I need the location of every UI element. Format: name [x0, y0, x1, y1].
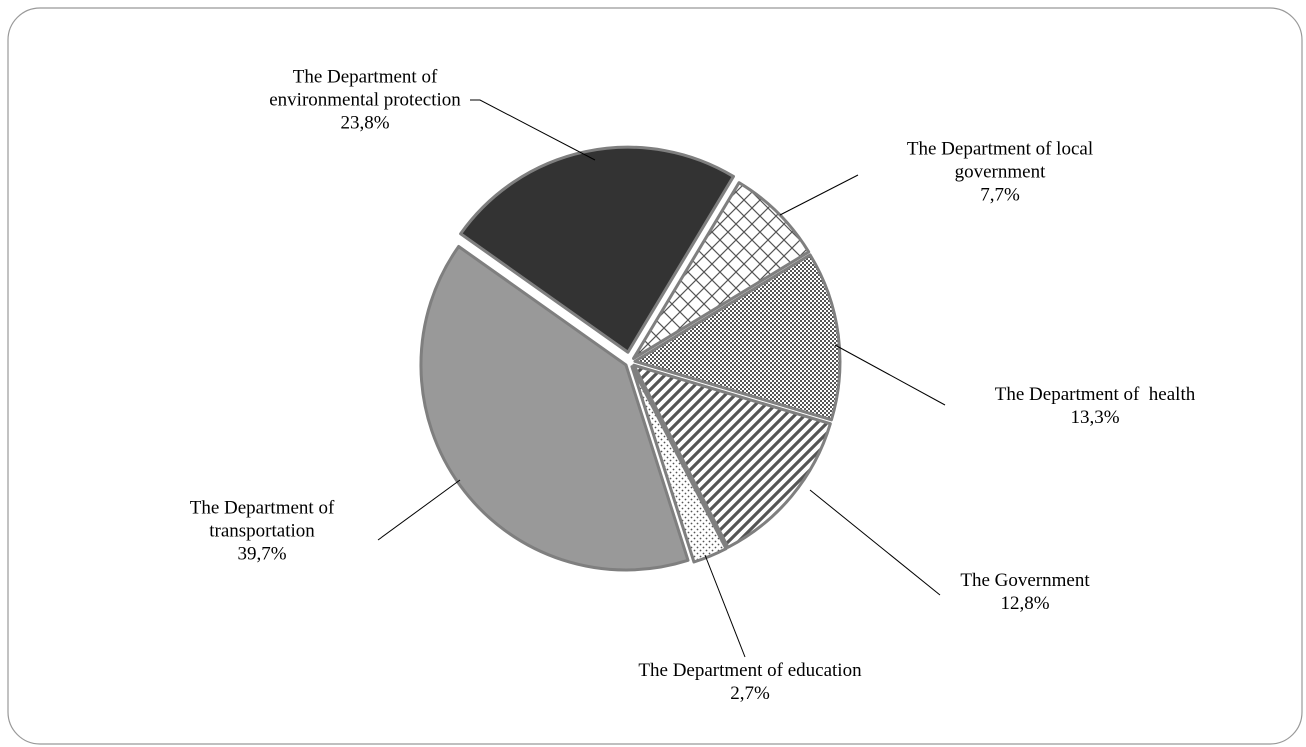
category-label: The Department of transportation — [189, 497, 340, 542]
leader-line — [779, 174, 859, 216]
pie-slice — [632, 181, 811, 360]
category-label: The Department of health — [994, 384, 1196, 405]
value-label: 7,7% — [980, 184, 1020, 206]
leader-line — [809, 489, 941, 596]
leader-line — [377, 479, 461, 541]
leader-line — [834, 344, 946, 406]
pie-slice — [633, 253, 842, 422]
value-label: 39,7% — [237, 543, 287, 565]
value-label: 12,8% — [1000, 593, 1050, 614]
pie-slice — [632, 363, 832, 549]
pie-slice — [459, 145, 735, 354]
slice-label: The Department of local government 7,7% — [893, 138, 1108, 207]
pie-slice — [630, 365, 728, 564]
category-label: The Department of local government — [906, 138, 1098, 183]
value-label: 2,7% — [730, 683, 770, 704]
slice-label: The Government 12,8% — [925, 569, 1125, 615]
category-label: The Government — [960, 570, 1090, 591]
category-label: The Department of education — [638, 660, 862, 681]
slice-label: The Department of transportation 39,7% — [177, 497, 347, 566]
category-label: The Department of environmental protecti… — [269, 66, 461, 111]
slice-label: The Department of environmental protecti… — [250, 66, 480, 135]
leader-line — [470, 99, 596, 161]
slice-label: The Department of education 2,7% — [585, 659, 915, 705]
pie-slice — [419, 244, 690, 572]
value-label: 13,3% — [1070, 407, 1120, 428]
value-label: 23,8% — [340, 112, 390, 134]
leader-line — [704, 554, 746, 658]
slice-label: The Department of health 13,3% — [945, 383, 1245, 429]
